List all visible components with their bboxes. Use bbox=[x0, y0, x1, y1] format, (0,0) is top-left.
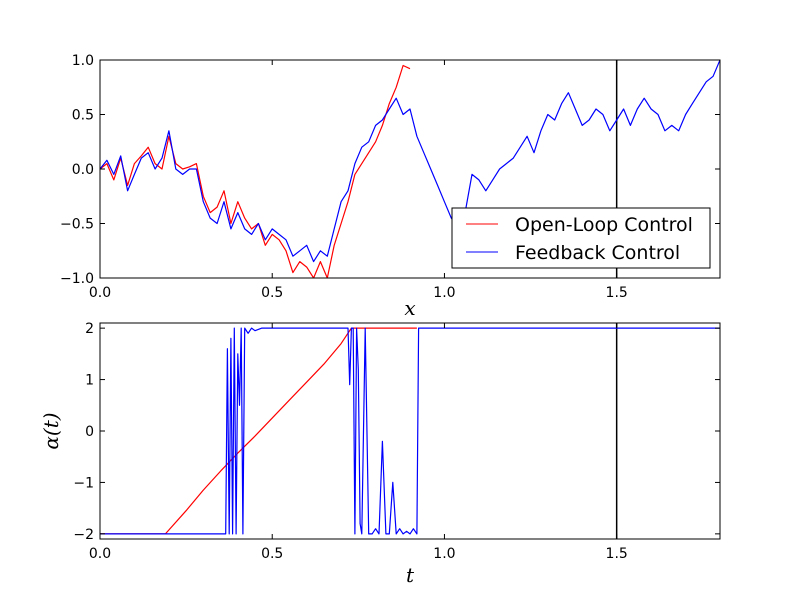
bottom-chart-x-tick-label: 0.5 bbox=[261, 546, 283, 562]
top-chart-series-open-loop bbox=[100, 64, 411, 278]
bottom-chart-x-axis-label: t bbox=[406, 563, 415, 587]
legend: Open-Loop Control Feedback Control bbox=[451, 207, 711, 269]
legend-box bbox=[451, 207, 711, 269]
top-chart-y-tick-label: 0.0 bbox=[72, 162, 94, 178]
bottom-chart-y-tick-label: 2 bbox=[85, 321, 94, 337]
top-chart-y-tick-label: −0.5 bbox=[60, 217, 94, 233]
top-chart-y-tick-label: 1.0 bbox=[72, 53, 94, 69]
bottom-chart-y-tick-label: −2 bbox=[73, 527, 94, 543]
top-chart-series-feedback bbox=[100, 60, 720, 263]
bottom-chart-y-tick-label: 1 bbox=[85, 373, 94, 389]
top-chart: 0.0 0.5 1.0 1.5 −1.0 −0.5 0.0 0.5 1.0 x Open-Loo… bbox=[60, 53, 721, 320]
bottom-chart-series bbox=[100, 327, 720, 535]
bottom-chart-series-open-loop bbox=[100, 327, 417, 535]
bottom-chart-ticks: 0.0 0.5 1.0 1.5 −2 −1 0 1 2 bbox=[73, 321, 720, 562]
top-chart-x-tick-label: 1.0 bbox=[433, 285, 455, 301]
bottom-chart-x-tick-label: 1.5 bbox=[606, 546, 628, 562]
top-chart-x-axis-label: x bbox=[404, 296, 415, 320]
legend-label-feedback: Feedback Control bbox=[515, 242, 680, 264]
top-chart-y-tick-label: 0.5 bbox=[72, 108, 94, 124]
top-chart-y-tick-label: −1.0 bbox=[60, 271, 94, 287]
bottom-chart-x-tick-label: 0.0 bbox=[89, 546, 111, 562]
bottom-chart-y-tick-label: −1 bbox=[73, 475, 94, 491]
bottom-chart-series-feedback bbox=[100, 327, 720, 535]
top-chart-x-tick-label: 0.0 bbox=[89, 285, 111, 301]
bottom-chart: 0.0 0.5 1.0 1.5 −2 −1 0 1 2 t α(t) bbox=[39, 321, 721, 587]
top-chart-ticks: 0.0 0.5 1.0 1.5 −1.0 −0.5 0.0 0.5 1.0 bbox=[60, 53, 720, 301]
legend-label-open-loop: Open-Loop Control bbox=[515, 214, 693, 236]
top-chart-series bbox=[100, 60, 720, 278]
bottom-chart-x-tick-label: 1.0 bbox=[433, 546, 455, 562]
top-chart-x-tick-label: 1.5 bbox=[606, 285, 628, 301]
bottom-chart-y-tick-label: 0 bbox=[85, 424, 94, 440]
bottom-chart-y-axis-label: α(t) bbox=[39, 412, 63, 449]
top-chart-x-tick-label: 0.5 bbox=[261, 285, 283, 301]
